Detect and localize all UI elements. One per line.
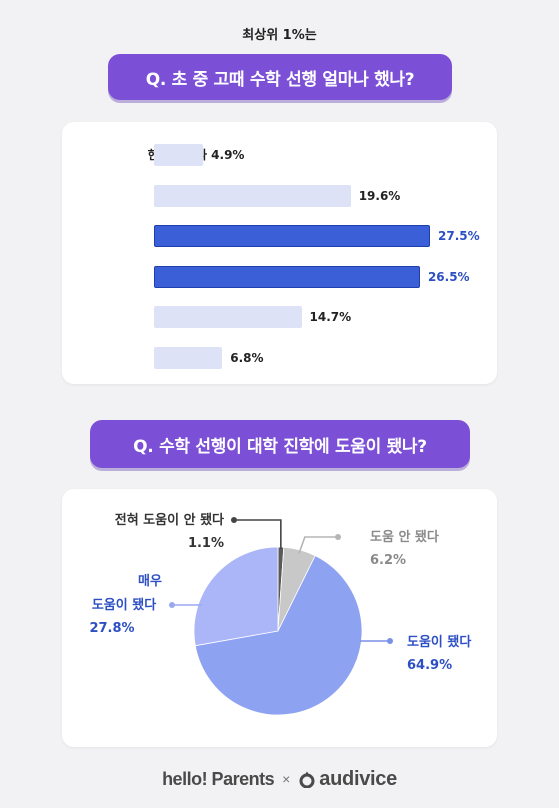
bar-value-label: 27.5% — [438, 229, 480, 243]
bar — [154, 225, 430, 247]
pie-label-none: 전혀 도움이 안 됐다 — [115, 512, 224, 528]
bar-value-label: 19.6% — [358, 188, 401, 203]
page-title: 최상위 1%는 — [242, 28, 317, 43]
pie-label-very-helpful-line1: 매우 — [138, 574, 162, 589]
hello-parents-logo: hello! Parents — [162, 768, 275, 789]
question-1-banner: Q. 초 중 고때 수학 선행 얼마나 했나? — [108, 54, 452, 100]
bar-row: 4년 이상6.8% — [62, 346, 497, 369]
pie-label-very-helpful-line2: 도움이 됐다 — [92, 597, 156, 613]
bar-row: 1학기19.6% — [62, 184, 497, 207]
bar-row: 1년27.5% — [62, 225, 497, 247]
footer-brands: hello! Parents × audivice — [0, 766, 559, 792]
pie-value-none: 1.1% — [188, 536, 224, 551]
bar-value-label: 14.7% — [309, 310, 352, 324]
bar-row: 3년14.7% — [62, 306, 497, 328]
bar-value-label: 4.9% — [211, 148, 245, 162]
bar-row: 2년26.5% — [62, 265, 497, 288]
question-2-banner: Q. 수학 선행이 대학 진학에 도움이 됐나? — [90, 420, 470, 468]
pie-slice — [194, 555, 363, 716]
leader-dot — [231, 517, 237, 523]
bar — [154, 306, 302, 328]
leader-line-not-helpful — [298, 536, 338, 555]
audivice-logo: audivice — [298, 768, 397, 791]
leader-dot — [335, 534, 341, 540]
bar-chart-card: 현행만 했다4.9% 1학기19.6% 1년27.5% 2년26.5% 3년14.7% 4… — [62, 122, 497, 384]
pie-label-not-helpful: 도움 안 됐다 — [370, 529, 439, 545]
bar-row: 현행만 했다4.9% — [62, 144, 497, 166]
leader-dot — [169, 602, 175, 608]
bar — [154, 265, 420, 288]
audivice-mark-icon — [299, 771, 315, 788]
leader-dot — [387, 638, 393, 644]
pie-slice — [193, 546, 279, 647]
bar-value-label: 26.5% — [427, 269, 470, 284]
bar — [154, 184, 351, 207]
pie-chart: 전혀 도움이 안 됐다 1.1% 도움 안 됐다 6.2% 도움이 됐다 64.9% 매우도… — [89, 512, 471, 716]
audivice-wordmark: audivice — [319, 767, 397, 790]
pie-label-helpful: 도움이 됐다 — [407, 634, 471, 650]
bar — [154, 144, 204, 166]
separator-glyph: × — [282, 771, 291, 787]
bar-value-label: 6.8% — [230, 350, 264, 365]
pie-value-very-helpful: 27.8% — [89, 621, 134, 636]
pie-value-not-helpful: 6.2% — [370, 553, 406, 568]
leader-line-none — [234, 519, 282, 550]
bar — [154, 346, 223, 369]
pie-value-helpful: 64.9% — [407, 658, 452, 673]
